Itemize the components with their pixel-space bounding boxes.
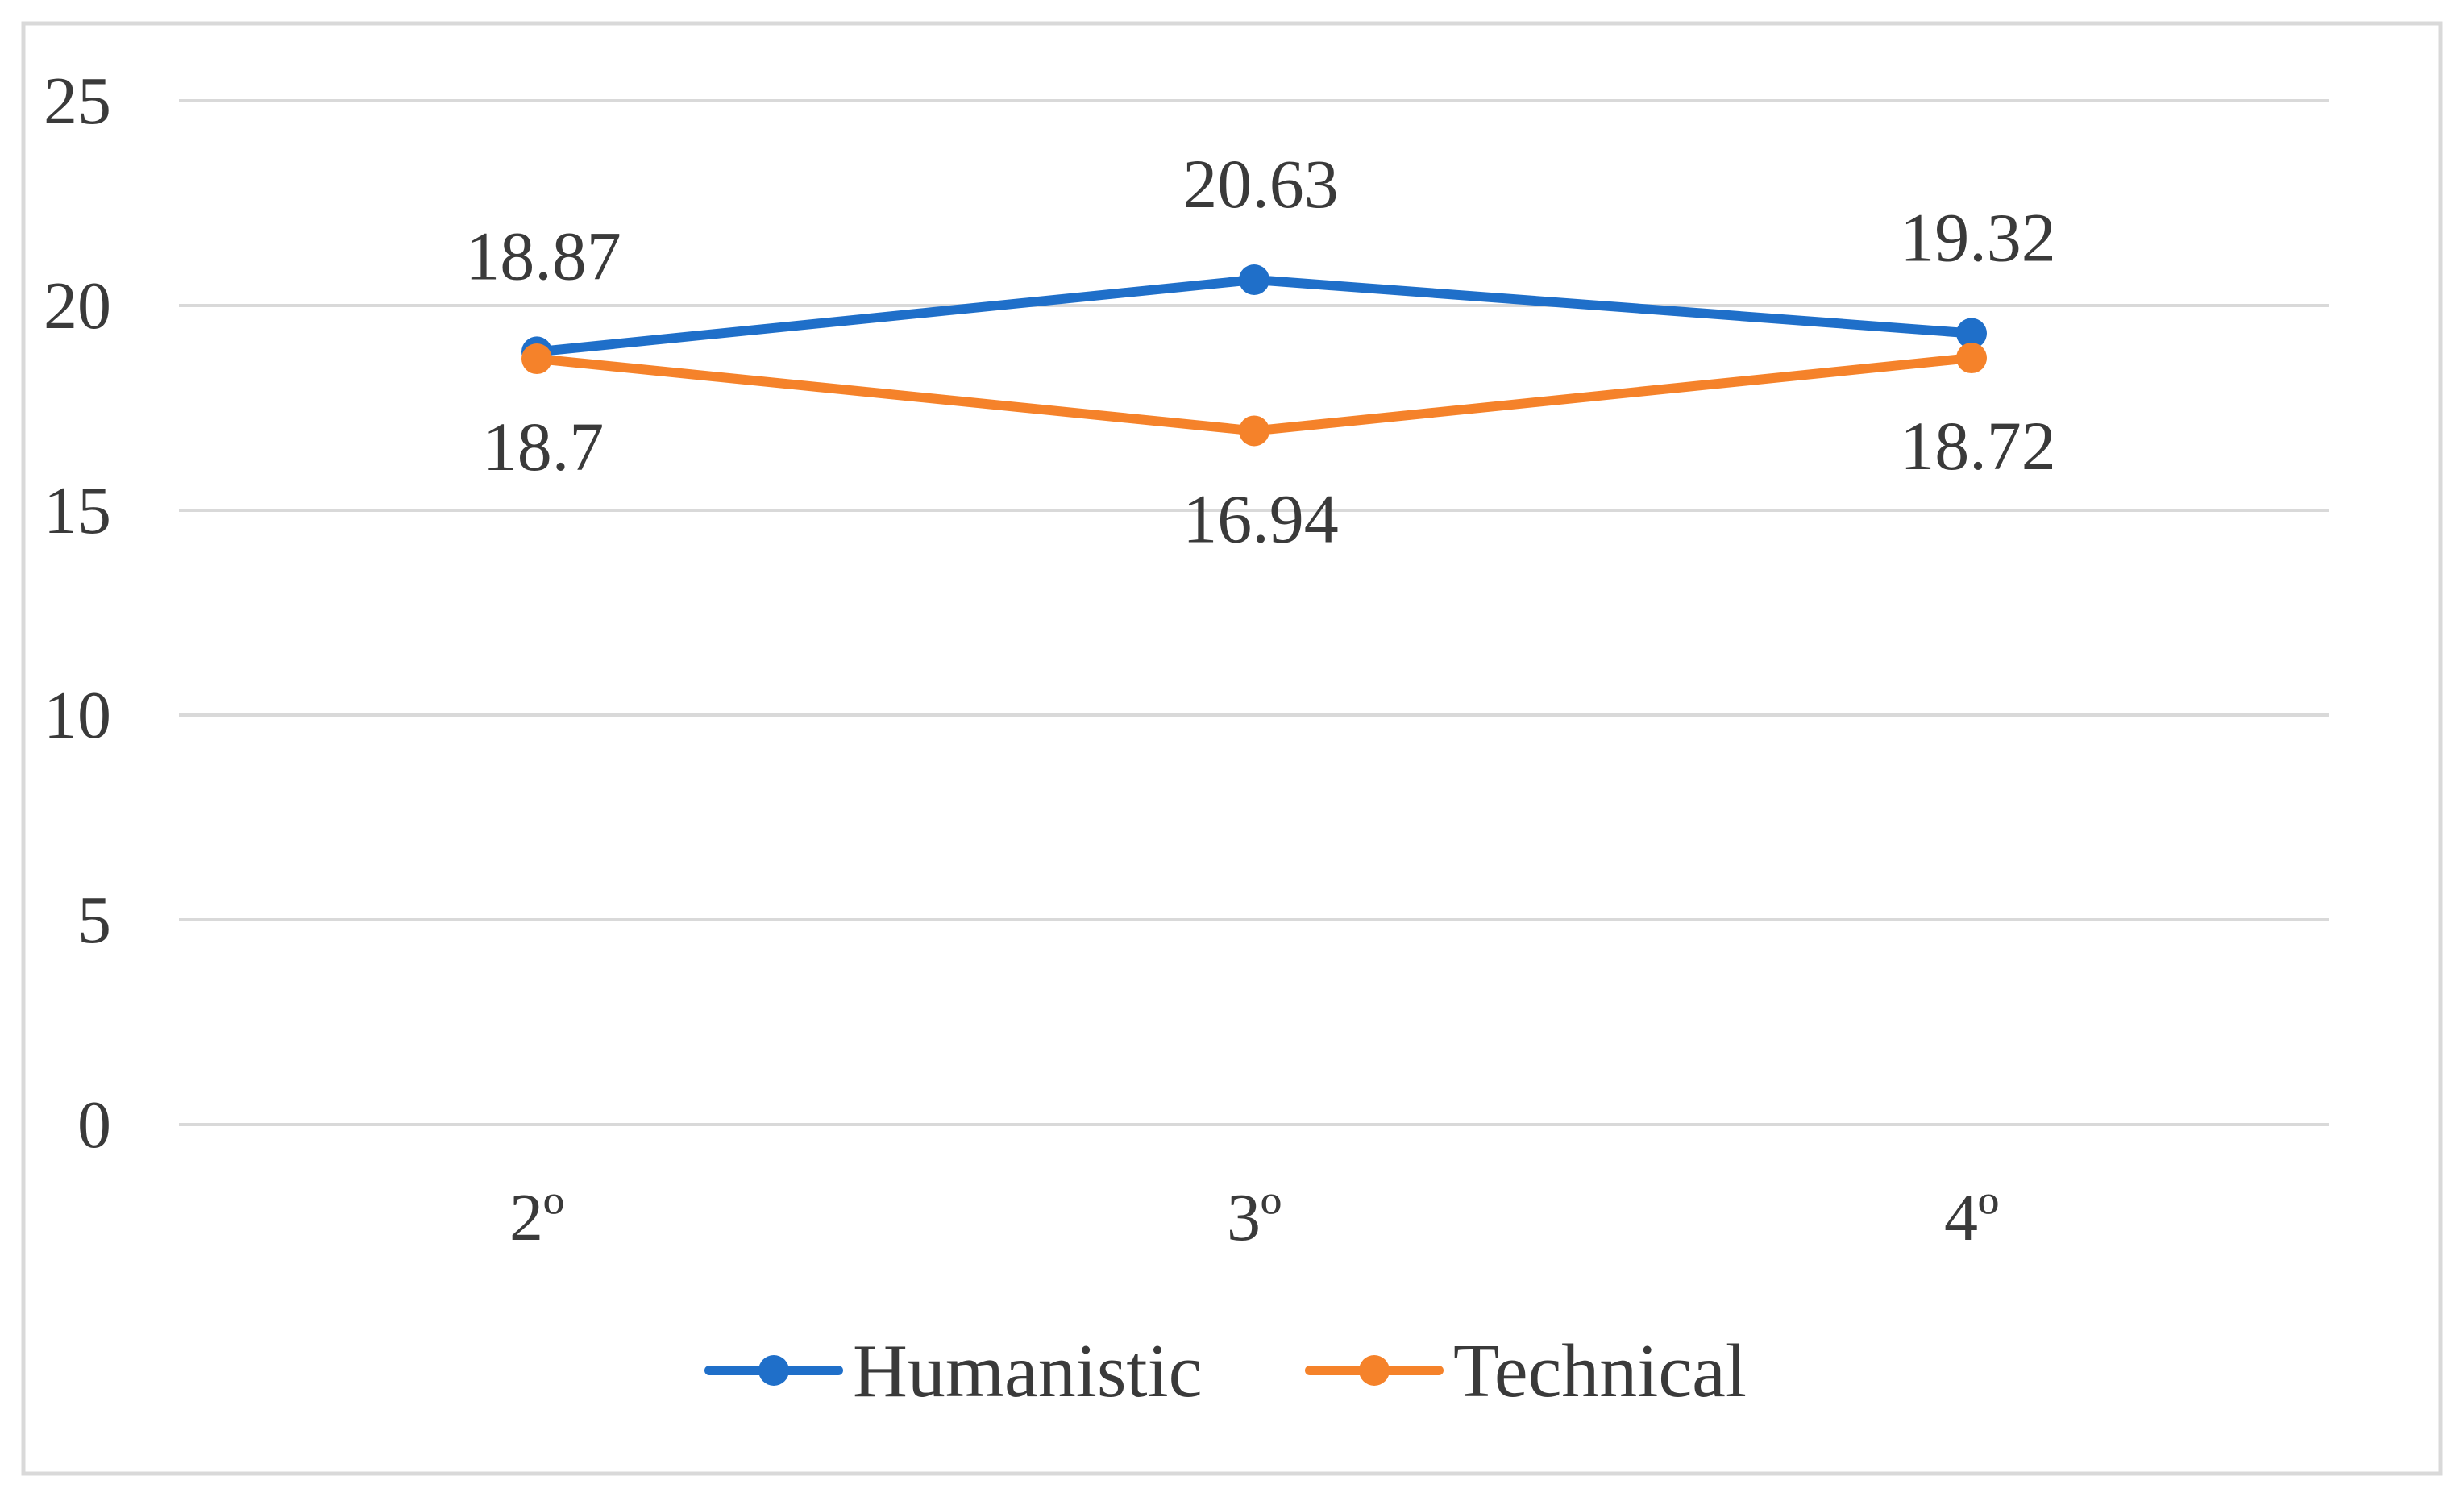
y-tick-label: 25 [44,64,111,139]
series-lines [521,264,1987,447]
data-label-technical: 18.72 [1900,407,2056,484]
legend-label-humanistic: Humanistic [853,1329,1202,1413]
legend-marker-humanistic [758,1355,789,1386]
legend-label-technical: Technical [1453,1329,1747,1413]
data-label-humanistic: 19.32 [1900,199,2056,277]
data-label-technical: 18.7 [483,408,605,485]
y-tick-label: 5 [77,883,111,958]
data-label-technical: 16.94 [1182,480,1339,557]
data-point-humanistic [1239,264,1269,295]
y-tick-label: 20 [44,268,111,343]
chart-border [21,21,2443,1476]
gridlines [179,99,2329,1126]
y-tick-label: 0 [77,1087,111,1162]
data-point-technical [521,343,552,375]
x-axis-tick-labels: 2º 3º 4º [509,1180,1999,1255]
x-tick-label: 2º [509,1180,564,1255]
y-tick-label: 15 [44,473,111,548]
legend-marker-technical [1359,1355,1390,1386]
y-tick-label: 10 [44,678,111,753]
x-tick-label: 3º [1227,1180,1282,1255]
legend: Humanistic Technical [704,1329,1747,1413]
data-labels: 18.87 20.63 19.32 18.7 16.94 18.72 [465,145,2056,557]
data-point-technical [1956,343,1987,374]
data-point-technical [1239,415,1269,447]
x-tick-label: 4º [1944,1180,1999,1255]
data-point-humanistic [1956,318,1987,349]
data-label-humanistic: 18.87 [465,217,621,294]
y-axis-tick-labels: 0 5 10 15 20 25 [44,64,111,1162]
data-label-humanistic: 20.63 [1182,145,1339,222]
